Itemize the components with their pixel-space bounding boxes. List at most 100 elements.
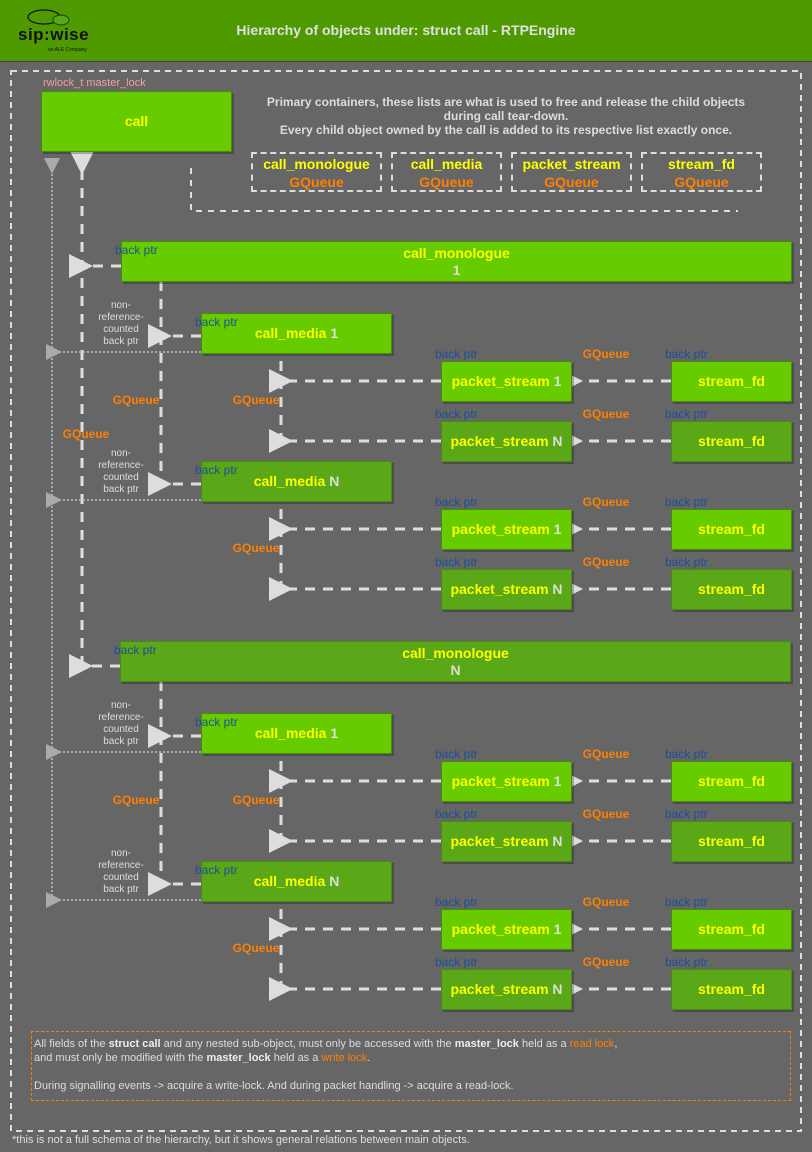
- packet-stream-box-index: N: [552, 981, 563, 997]
- packet-stream-box-index: N: [552, 433, 563, 449]
- non-reference-counted-label: non-reference-counted back ptr: [81, 448, 161, 496]
- gqueue-label: GQueue: [582, 747, 630, 761]
- stream-fd-box[interactable]: stream_fd: [671, 361, 792, 402]
- call-monologue-box-index: 1: [452, 262, 461, 278]
- back-ptr-label: back ptr: [195, 715, 238, 729]
- call-media-box-index: 1: [330, 325, 339, 341]
- packet-stream-box[interactable]: packet_stream 1: [441, 761, 572, 802]
- call-monologue-box-name: call_monologue: [402, 645, 509, 661]
- back-ptr-label: back ptr: [435, 555, 478, 569]
- gqueue-label: GQueue: [582, 347, 630, 361]
- non-ref-line: reference-: [98, 460, 144, 471]
- packet-stream-box[interactable]: packet_stream 1: [441, 909, 572, 950]
- container-type: GQueue: [289, 174, 344, 190]
- note-text: All fields of the: [34, 1038, 109, 1050]
- back-ptr-label: back ptr: [435, 895, 478, 909]
- note-highlight: read lock: [569, 1038, 615, 1050]
- sipwise-logo: sip:wise an ALE Company: [16, 8, 96, 54]
- back-ptr-label: back ptr: [195, 863, 238, 877]
- note-text: held as a: [270, 1052, 322, 1064]
- note-highlight: write lock: [321, 1052, 368, 1064]
- call-media-box-index: N: [329, 873, 340, 889]
- stream-fd-box[interactable]: stream_fd: [671, 569, 792, 610]
- non-ref-line: reference-: [98, 712, 144, 723]
- header-bar: sip:wise an ALE Company Hierarchy of obj…: [0, 0, 812, 62]
- gqueue-label: GQueue: [232, 393, 280, 407]
- non-reference-counted-label: non-reference-counted back ptr: [81, 848, 161, 896]
- packet-stream-box-index: N: [552, 833, 563, 849]
- gqueue-label: GQueue: [62, 427, 110, 441]
- call-media-box[interactable]: call_media N: [201, 461, 392, 502]
- locking-note: All fields of the struct call and any ne…: [31, 1031, 791, 1101]
- gqueue-label: GQueue: [232, 941, 280, 955]
- stream-fd-box[interactable]: stream_fd: [671, 509, 792, 550]
- packet-stream-box-index: 1: [553, 921, 562, 937]
- back-ptr-label: back ptr: [435, 807, 478, 821]
- packet-stream-box-name: packet_stream: [451, 773, 550, 789]
- container-type: GQueue: [544, 174, 599, 190]
- gqueue-label: GQueue: [112, 393, 160, 407]
- containers-note: Primary containers, these lists are what…: [236, 95, 776, 137]
- packet-stream-box-name: packet_stream: [451, 521, 550, 537]
- non-reference-counted-label: non-reference-counted back ptr: [81, 700, 161, 748]
- call-monologue-box[interactable]: call_monologue 1: [121, 241, 792, 282]
- container-name: packet_stream: [522, 156, 621, 172]
- gqueue-label: GQueue: [582, 807, 630, 821]
- non-ref-line: back ptr: [103, 884, 139, 895]
- packet-stream-box[interactable]: packet_stream 1: [441, 509, 572, 550]
- non-ref-line: counted: [103, 324, 139, 335]
- call-media-box-index: 1: [330, 725, 339, 741]
- call-media-box-name: call_media: [253, 473, 326, 489]
- note-bold: struct call: [108, 1038, 161, 1050]
- gqueue-label: GQueue: [582, 955, 630, 969]
- container-name: stream_fd: [668, 156, 735, 172]
- gqueue-label: GQueue: [582, 555, 630, 569]
- non-ref-line: back ptr: [103, 484, 139, 495]
- packet-stream-box[interactable]: packet_stream N: [441, 421, 572, 462]
- call-media-box[interactable]: call_media 1: [201, 313, 392, 354]
- call-media-box-name: call_media: [254, 725, 327, 741]
- packet-stream-box[interactable]: packet_stream 1: [441, 361, 572, 402]
- note-text: and any nested sub-object, must only be …: [160, 1038, 455, 1050]
- call-media-box[interactable]: call_media 1: [201, 713, 392, 754]
- call-media-box[interactable]: call_media N: [201, 861, 392, 902]
- gqueue-label: GQueue: [582, 495, 630, 509]
- call-label: call: [124, 113, 149, 129]
- containers-link: [190, 168, 738, 212]
- packet-stream-box-name: packet_stream: [451, 373, 550, 389]
- back-ptr-label: back ptr: [195, 315, 238, 329]
- call-monologue-box[interactable]: call_monologue N: [120, 641, 791, 682]
- packet-stream-box-name: packet_stream: [451, 921, 550, 937]
- back-ptr-label: back ptr: [665, 555, 708, 569]
- packet-stream-box[interactable]: packet_stream N: [441, 821, 572, 862]
- packet-stream-box[interactable]: packet_stream N: [441, 969, 572, 1010]
- call-box[interactable]: call: [41, 91, 232, 152]
- back-ptr-label: back ptr: [435, 747, 478, 761]
- packet-stream-box-index: N: [552, 581, 563, 597]
- packet-stream-box[interactable]: packet_stream N: [441, 569, 572, 610]
- non-ref-line: reference-: [98, 312, 144, 323]
- stream-fd-box[interactable]: stream_fd: [671, 821, 792, 862]
- gqueue-label: GQueue: [232, 541, 280, 555]
- container-name: call_monologue: [263, 156, 370, 172]
- call-boundary: [10, 70, 802, 1132]
- stream-fd-box[interactable]: stream_fd: [671, 909, 792, 950]
- note-text: and must only be modified with the: [34, 1052, 207, 1064]
- non-ref-line: back ptr: [103, 336, 139, 347]
- non-ref-line: non-: [110, 300, 131, 311]
- containers-note-line: Primary containers, these lists are what…: [266, 95, 746, 109]
- packet-stream-box-index: 1: [553, 373, 562, 389]
- container-type: GQueue: [674, 174, 729, 190]
- note-text: held as a: [518, 1038, 570, 1050]
- non-ref-line: counted: [103, 872, 139, 883]
- logo-subtitle: an ALE Company: [48, 47, 87, 53]
- stream-fd-box[interactable]: stream_fd: [671, 421, 792, 462]
- stream-fd-box[interactable]: stream_fd: [671, 761, 792, 802]
- note-bold: master_lock: [454, 1038, 519, 1050]
- back-ptr-label: back ptr: [435, 407, 478, 421]
- stream-fd-box[interactable]: stream_fd: [671, 969, 792, 1010]
- master-lock-label: rwlock_t master_lock: [43, 77, 146, 89]
- note-text: ,: [614, 1038, 618, 1050]
- packet-stream-box-name: packet_stream: [450, 581, 549, 597]
- back-ptr-label: back ptr: [115, 243, 158, 257]
